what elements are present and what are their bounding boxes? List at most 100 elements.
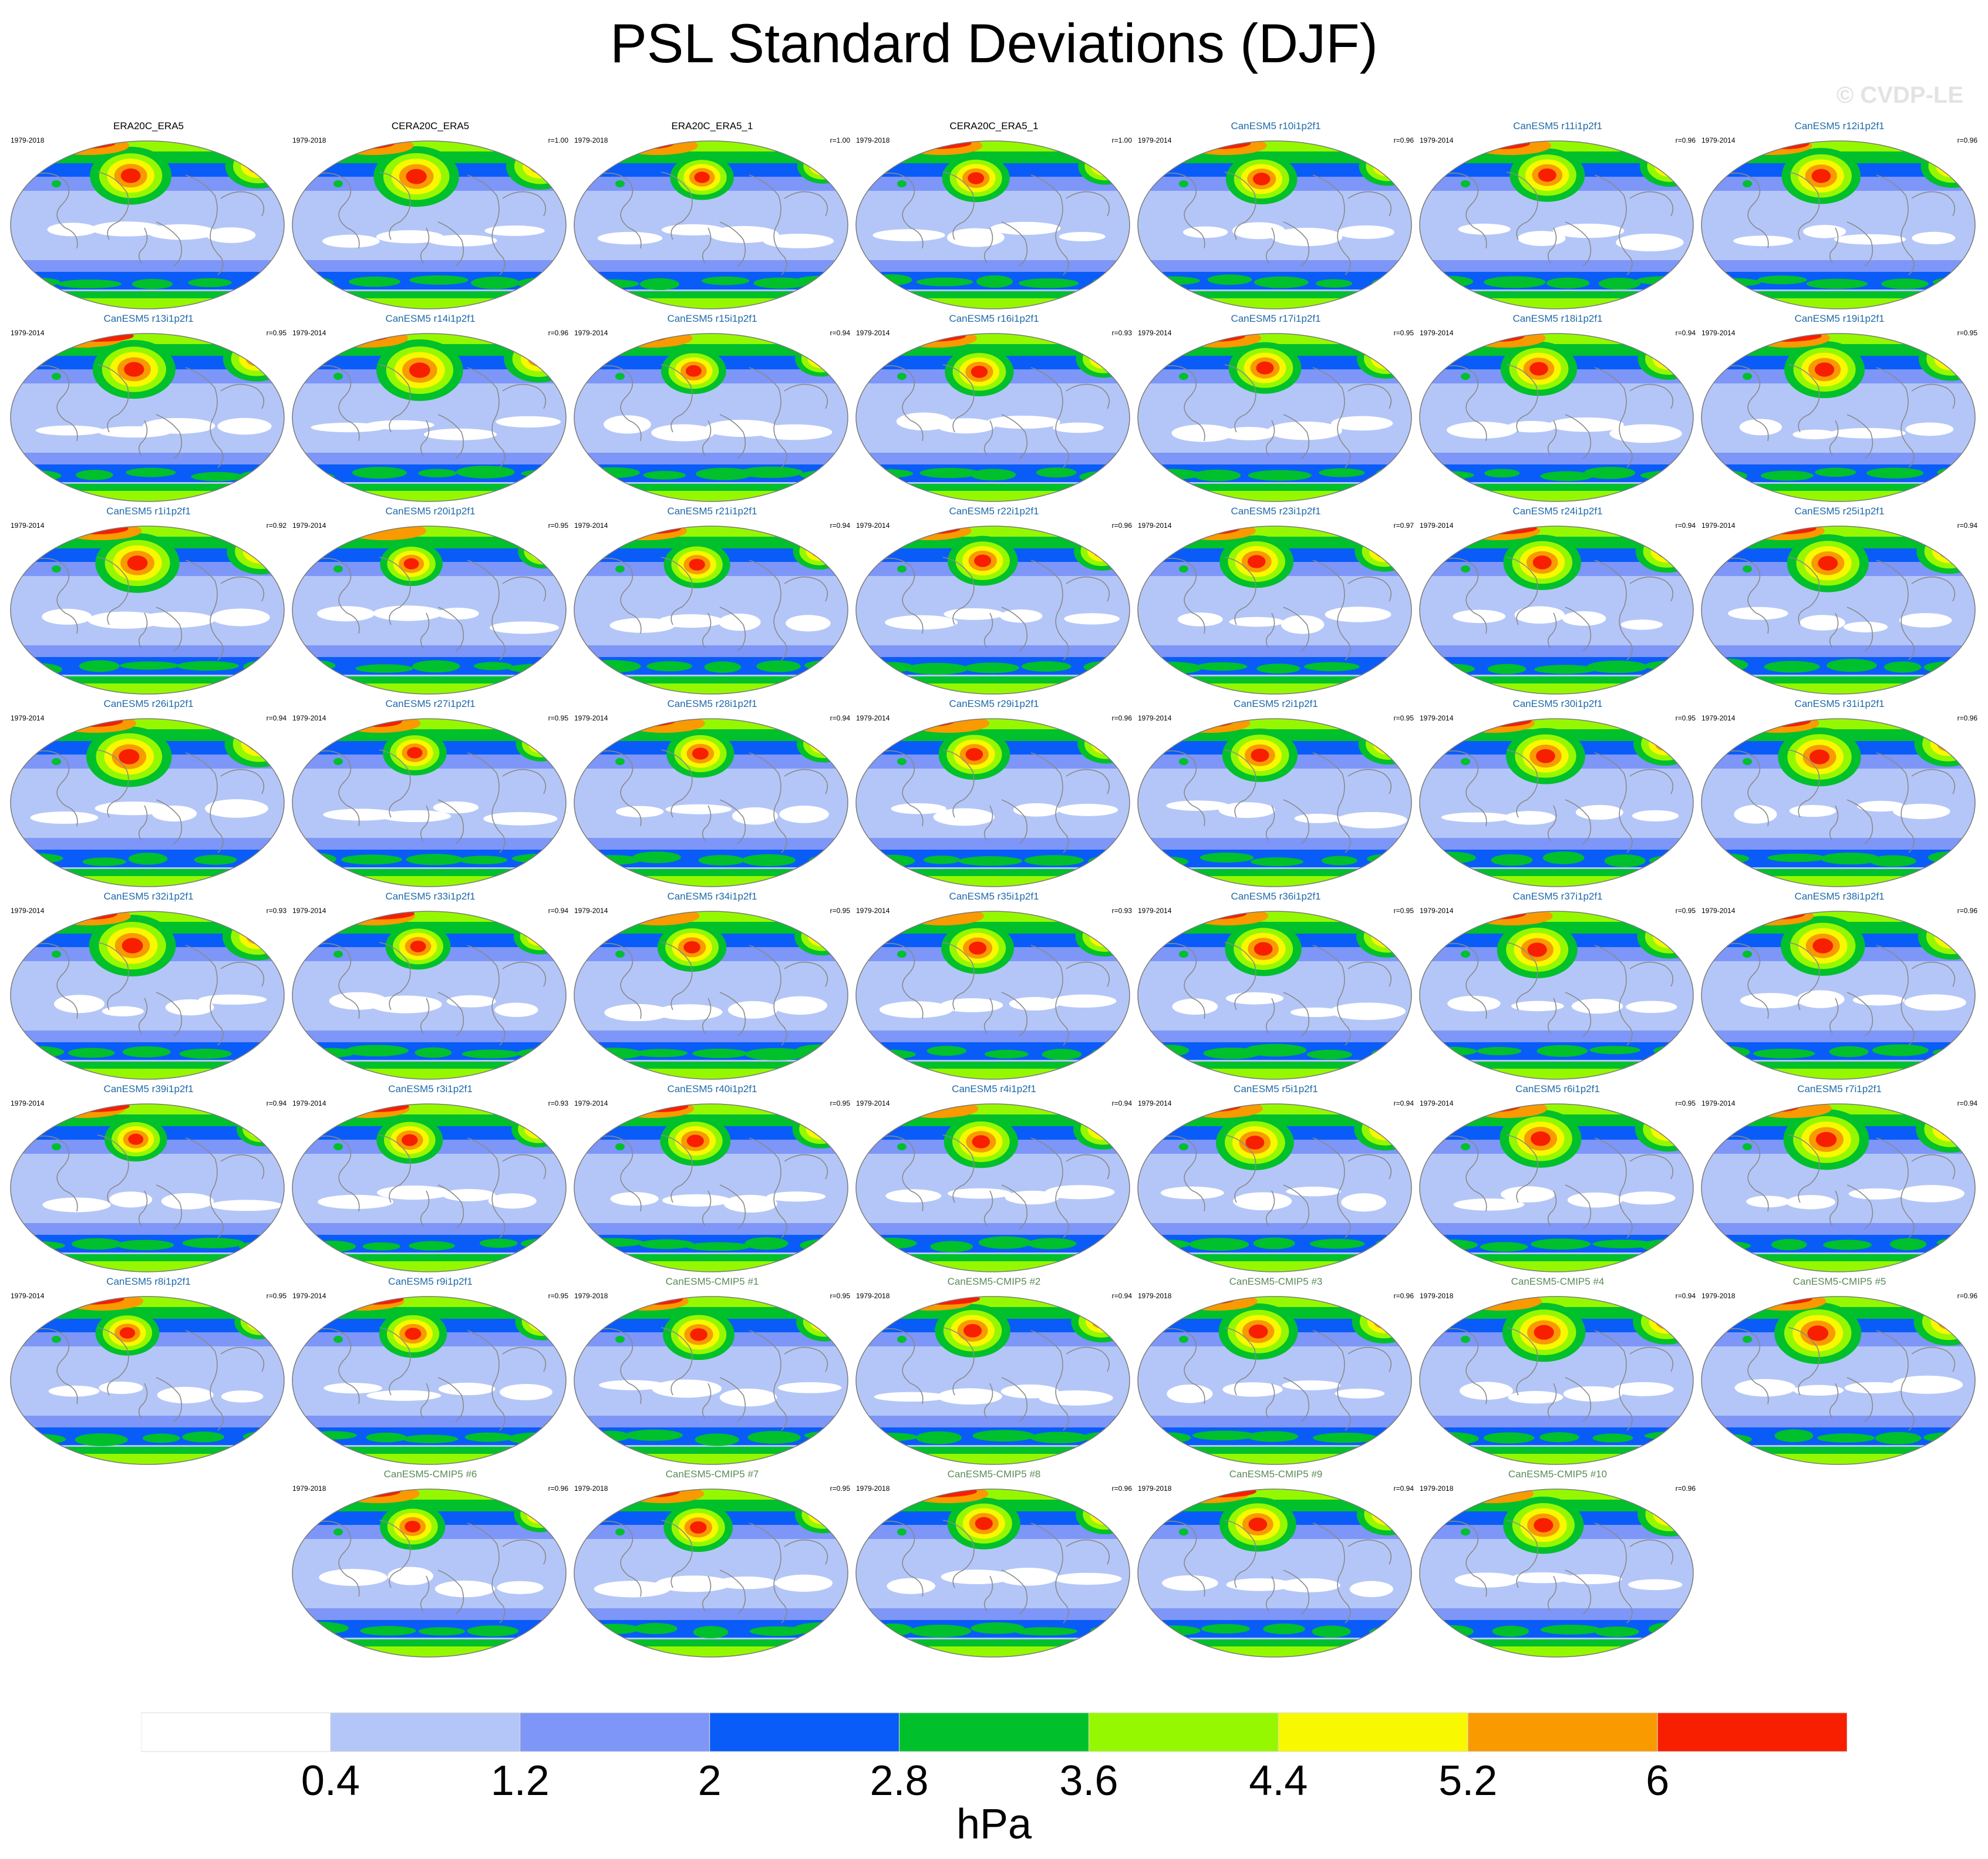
field-low [1226, 1578, 1293, 1591]
field-low [1177, 612, 1223, 627]
panel-title: CanESM5 r21i1p2f1 [667, 506, 757, 517]
coastline [1265, 612, 1275, 649]
field-low [1517, 231, 1566, 246]
field-max [1093, 1122, 1113, 1136]
map-panel: CanESM5 r30i1p2f1 1979-2014 r=0.95 [1418, 698, 1697, 891]
map-outline [1419, 140, 1694, 309]
map-outline [1701, 333, 1976, 502]
field-spot [615, 1336, 625, 1343]
coastline [942, 1134, 975, 1203]
coastline [314, 1328, 360, 1405]
field-max [1359, 1305, 1409, 1339]
coastline [220, 1346, 265, 1372]
field-high [79, 660, 120, 672]
map-outline [574, 911, 848, 1080]
panel-correlation: r=0.93 [1111, 907, 1132, 915]
panel-title: CanESM5 r15i1p2f1 [667, 313, 757, 324]
field-high [1256, 664, 1300, 674]
field-low [489, 621, 560, 634]
field-low [1232, 222, 1285, 240]
field-high [11, 663, 63, 676]
coastline [749, 1523, 787, 1624]
coastline [138, 227, 148, 264]
field-high [909, 1624, 971, 1638]
field-high [247, 857, 284, 866]
field-band [608, 683, 814, 694]
coastline [1441, 1520, 1487, 1597]
field-low [1899, 613, 1952, 628]
map [574, 333, 848, 502]
field-high [584, 279, 639, 288]
panel-correlation: r=1.00 [830, 136, 850, 144]
field-max [1254, 942, 1273, 956]
coastline [1911, 1346, 1956, 1372]
panel-years: 1979-2014 [574, 521, 608, 530]
map-outline [1419, 1296, 1694, 1465]
map-panel: CanESM5 r35i1p2f1 1979-2014 r=0.93 [855, 890, 1133, 1084]
coastline [97, 749, 129, 818]
field-high [1192, 1430, 1256, 1440]
field-band [856, 526, 1130, 537]
map-outline [1419, 911, 1694, 1080]
coastline [1347, 1154, 1392, 1180]
field-max [531, 931, 548, 942]
field-high [182, 1432, 224, 1443]
coastline [437, 1377, 464, 1422]
coastline [983, 1190, 993, 1227]
field-high [128, 853, 168, 865]
field-spot [897, 758, 907, 765]
panel-correlation: r=0.96 [1111, 714, 1132, 722]
field-high [1244, 1043, 1307, 1057]
field-band [1454, 491, 1659, 501]
map-panel: CanESM5 r14i1p2f1 1979-2014 r=0.96 [291, 312, 570, 506]
coastline [437, 799, 464, 844]
coastline [784, 191, 828, 217]
panel-years: 1979-2014 [1701, 329, 1736, 337]
panel-correlation: r=0.95 [1675, 1099, 1696, 1107]
panel-title: CanESM5-CMIP5 #8 [947, 1469, 1041, 1480]
colorbar-box [1657, 1712, 1847, 1752]
coastline [1629, 576, 1674, 602]
field-high [1254, 276, 1309, 288]
field-max [692, 747, 709, 760]
field-max [127, 555, 148, 571]
field-low [719, 1388, 777, 1407]
field-high [1024, 855, 1084, 866]
field-max [248, 1120, 275, 1139]
map [292, 140, 567, 309]
coastline [220, 961, 265, 987]
coastline [379, 557, 411, 625]
field-max [1809, 749, 1830, 765]
field-high [1771, 1239, 1807, 1251]
panel-title: CanESM5 r37i1p2f1 [1512, 891, 1603, 902]
field-band [292, 1104, 566, 1114]
coastline [983, 1383, 993, 1419]
field-low [316, 606, 375, 622]
coastline [784, 1154, 828, 1180]
map [574, 140, 848, 309]
field-high [744, 1237, 789, 1250]
coastline [596, 1135, 642, 1212]
coastline [314, 172, 360, 249]
field-max [1655, 737, 1676, 751]
field-spot [897, 951, 907, 958]
coastline [1283, 1377, 1310, 1422]
map-panel: CanESM5 r18i1p2f1 1979-2014 r=0.94 [1418, 312, 1697, 506]
field-high [1774, 1429, 1814, 1442]
coastline [1441, 1135, 1487, 1212]
field-high [1375, 1238, 1411, 1250]
field-high [972, 1430, 1035, 1442]
coastline [1283, 1570, 1310, 1615]
field-low [1734, 804, 1777, 824]
coastline [1723, 365, 1769, 442]
field-low [655, 1004, 723, 1021]
field-max [1372, 1503, 1404, 1525]
coastline [1001, 1184, 1028, 1230]
field-high [1015, 1627, 1077, 1636]
field-low [210, 1200, 283, 1211]
coastline [32, 172, 78, 249]
panel-title: CanESM5 r14i1p2f1 [385, 313, 476, 324]
coastline [1265, 998, 1275, 1034]
field-high [639, 278, 680, 291]
coastline [420, 612, 430, 649]
